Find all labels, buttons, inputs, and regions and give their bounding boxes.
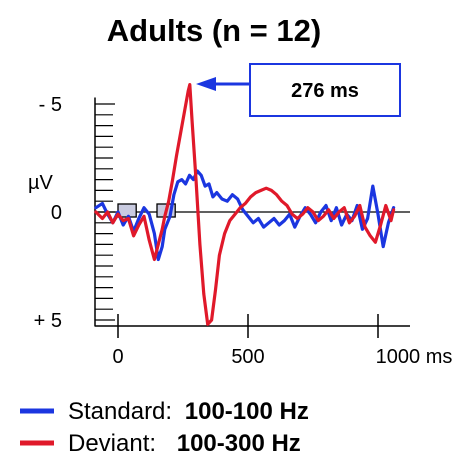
y-tick-label-plus5: + 5 xyxy=(34,310,62,332)
annotation-arrow-head xyxy=(196,77,216,91)
x-tick-label: 1000 ms xyxy=(376,346,453,368)
plot-lines xyxy=(94,82,396,326)
svg-text:Deviant: 100-300 Hz: Deviant: 100-300 Hz xyxy=(68,430,301,457)
x-tick-label: 500 xyxy=(231,346,264,368)
x-axis: 0 500 1000 ms xyxy=(95,314,452,368)
legend-item-deviant: Deviant: 100-300 Hz xyxy=(20,430,301,457)
svg-text:Standard: 100-100 Hz: Standard: 100-100 Hz xyxy=(68,398,309,425)
series-line-deviant xyxy=(94,82,396,326)
y-tick-label-zero: 0 xyxy=(51,202,62,224)
peak-annotation: 276 ms xyxy=(196,63,401,117)
legend: Standard: 100-100 Hz Deviant: 100-300 Hz xyxy=(20,398,309,457)
annotation-label: 276 ms xyxy=(291,80,359,102)
x-tick-label: 0 xyxy=(112,346,123,368)
legend-item-standard: Standard: 100-100 Hz xyxy=(20,398,309,425)
y-unit-label: µV xyxy=(28,172,54,194)
legend-value-standard: 100-100 Hz xyxy=(185,398,309,425)
series-line-standard xyxy=(94,169,396,262)
legend-label-deviant: Deviant: xyxy=(68,430,156,457)
y-axis: - 5 0 + 5 µV xyxy=(28,94,410,332)
y-tick-label-minus5: - 5 xyxy=(39,94,62,116)
annotation-box xyxy=(249,63,401,117)
chart-title: Adults (n = 12) xyxy=(107,13,321,48)
legend-label-standard: Standard: xyxy=(68,398,172,425)
legend-value-deviant: 100-300 Hz xyxy=(177,430,301,457)
